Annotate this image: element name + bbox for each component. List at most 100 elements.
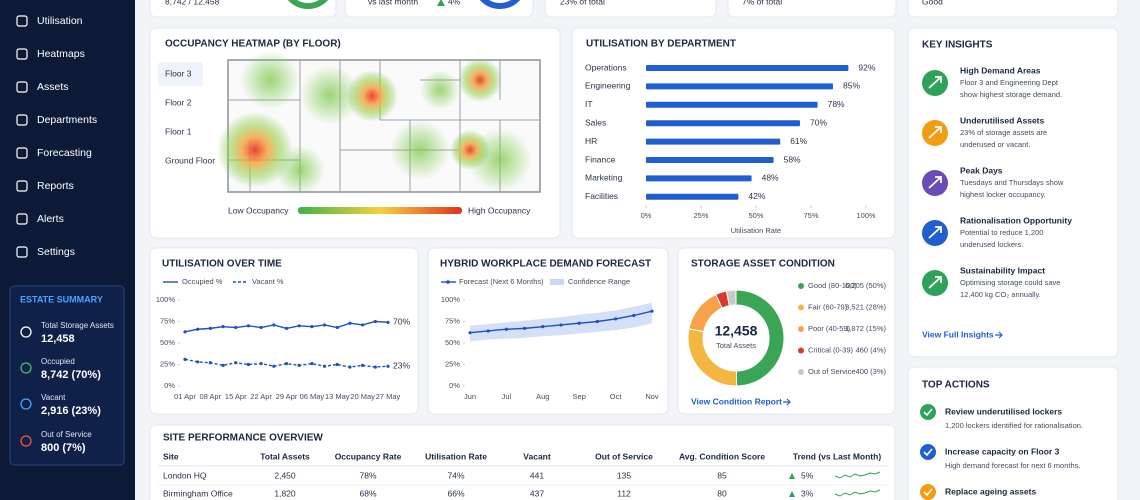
action-text: High demand forecast for next 6 months. [945, 461, 1081, 470]
cell: 1,820 [274, 488, 296, 498]
legend-label: Vacant % [252, 277, 284, 286]
nav-item[interactable]: Utilisation [37, 15, 83, 27]
insight-text: Tuesdays and Thursdays show [960, 178, 1064, 187]
point [322, 364, 327, 368]
legend-value: 460 (4%) [856, 345, 887, 354]
nav-item[interactable]: Departments [37, 114, 97, 126]
x-tick-label: 29 Apr [276, 392, 298, 401]
action-title: Increase capacity on Floor 3 [945, 446, 1060, 456]
cell: 2,450 [274, 470, 296, 480]
x-tick-label: 01 Apr [174, 392, 196, 401]
point [541, 325, 545, 329]
x-tick-label: Oct [610, 392, 623, 401]
point [373, 365, 377, 369]
summary-icon [20, 398, 32, 410]
floor-tab[interactable]: Floor 3 [165, 68, 192, 78]
point [196, 360, 200, 364]
panel-title: TOP ACTIONS [922, 380, 990, 391]
legend-value: 3,521 (28%) [845, 302, 886, 311]
floor-tab[interactable]: Floor 2 [165, 97, 192, 107]
panel-title: OCCUPANCY HEATMAP (BY FLOOR) [165, 39, 341, 50]
legend-dot [446, 280, 450, 284]
legend-dot [798, 283, 804, 289]
panel-title: STORAGE ASSET CONDITION [691, 259, 835, 270]
legend-label: Occupied % [182, 277, 223, 286]
column-header: Trend (vs Last Month) [793, 451, 881, 461]
value-label: 70% [810, 117, 827, 127]
x-tick-label: Aug [536, 392, 549, 401]
card-ring [479, 0, 521, 9]
icon-glyph [928, 76, 942, 89]
point [595, 319, 600, 324]
point [386, 364, 390, 368]
column-header: Site [163, 451, 179, 461]
summary-label: Out of Service [41, 430, 92, 439]
point [335, 362, 339, 367]
point [284, 362, 289, 366]
card [149, 0, 337, 18]
point [208, 326, 212, 330]
value-label: 85% [843, 81, 860, 91]
icon-glyph [928, 276, 942, 289]
point [234, 361, 238, 365]
point [486, 329, 490, 333]
up-arrow [789, 473, 795, 479]
heat-blob [346, 70, 398, 122]
nav-item[interactable]: Heatmaps [37, 48, 85, 60]
action-icon [920, 444, 936, 460]
category-label: HR [585, 136, 597, 146]
cell: 66% [447, 488, 464, 498]
legend-swatch [550, 279, 564, 285]
panel [571, 27, 896, 239]
nav-item[interactable]: Forecasting [37, 147, 92, 159]
nav-icon [16, 81, 28, 93]
sparkline [834, 471, 881, 479]
cell: 78% [359, 470, 376, 480]
column-header: Occupancy Rate [335, 451, 402, 461]
icon-glyph [923, 488, 933, 497]
card-text: Good [922, 0, 943, 6]
card-change: 4% [448, 0, 461, 6]
nav-item[interactable]: Settings [37, 246, 75, 258]
action-icon [920, 484, 936, 500]
nav-item[interactable]: Reports [37, 180, 74, 192]
value-label: 42% [748, 191, 765, 201]
floor-tab[interactable]: Floor 1 [165, 126, 192, 136]
panel-title: UTILISATION OVER TIME [162, 259, 282, 270]
x-tick-label: 100% [856, 211, 876, 220]
nav-icon [16, 15, 28, 27]
point [348, 365, 352, 369]
point [335, 325, 339, 330]
point [246, 362, 251, 367]
summary-share: (23%) [72, 405, 102, 417]
x-tick-label: Sep [573, 392, 586, 401]
x-tick-label: 22 Apr [250, 392, 272, 401]
nav-item[interactable]: Assets [37, 81, 69, 93]
summary-value: 800 [41, 442, 59, 454]
insight-text: underused or vacant. [960, 140, 1030, 149]
point [504, 327, 508, 331]
nav-item[interactable]: Alerts [37, 213, 64, 225]
column-header: Out of Service [595, 451, 653, 461]
point [246, 324, 251, 328]
up-arrow [437, 0, 445, 6]
legend-value: 6,205 (50%) [845, 281, 886, 290]
panel [149, 424, 896, 500]
y-tick-label: 50% [160, 338, 175, 347]
bar [646, 157, 774, 163]
link[interactable]: View Condition Report [691, 396, 782, 406]
insight-text: 23% of storage assets are [960, 128, 1047, 137]
card [907, 0, 1119, 18]
floor-tab[interactable]: Ground Floor [165, 155, 215, 165]
insight-text: Floor 3 and Engineering Dept [960, 78, 1059, 87]
nav-icon [16, 147, 28, 159]
heat-blob [390, 120, 450, 180]
icon-glyph [923, 448, 933, 457]
legend-label: Critical (0-39) [808, 345, 854, 354]
link[interactable]: View Full Insights [922, 329, 994, 339]
insight-text: 12,400 kg CO₂ annually. [960, 290, 1041, 299]
card [727, 0, 897, 18]
point [559, 323, 563, 327]
icon-glyph [928, 126, 942, 139]
